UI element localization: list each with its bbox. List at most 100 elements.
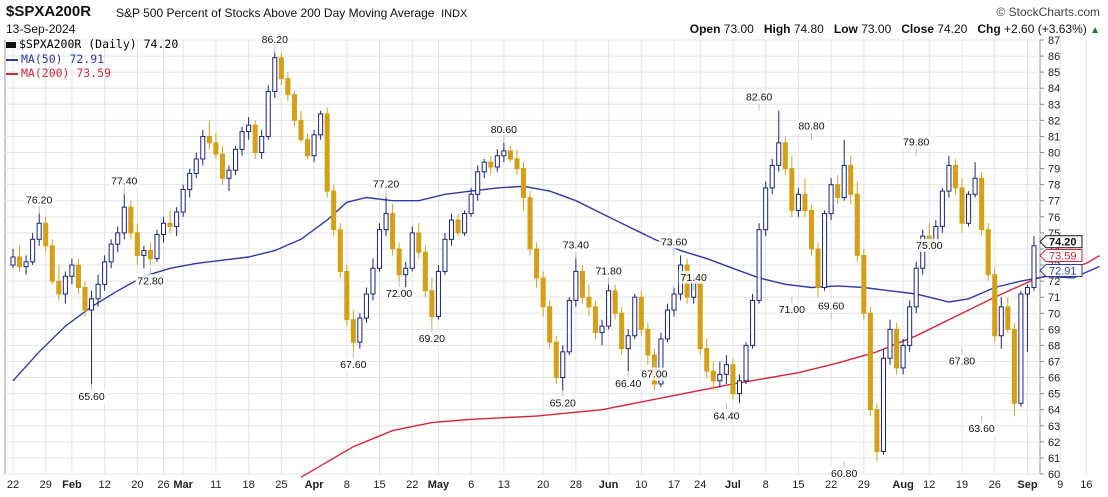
candle bbox=[802, 193, 808, 211]
y-tick-label: 72 bbox=[1048, 276, 1060, 288]
candle bbox=[507, 150, 513, 160]
candle bbox=[318, 113, 324, 136]
candle bbox=[579, 270, 585, 298]
candle bbox=[435, 270, 441, 317]
ma50-swatch bbox=[6, 58, 18, 61]
high-value: 74.80 bbox=[793, 22, 824, 36]
candle bbox=[259, 135, 265, 154]
candle bbox=[246, 124, 252, 133]
legend-price-text: $SPXA200R (Daily) 74.20 bbox=[19, 37, 179, 51]
annotation-label: 69.20 bbox=[419, 333, 445, 345]
annotation-group: 77.20 bbox=[371, 177, 402, 198]
candle bbox=[180, 188, 186, 213]
candle bbox=[553, 341, 559, 379]
annotation-label: 67.00 bbox=[641, 368, 667, 380]
candle bbox=[658, 338, 664, 385]
x-tick-label: 6 bbox=[468, 479, 474, 491]
x-tick-label: 9 bbox=[1057, 479, 1063, 491]
candle bbox=[946, 164, 952, 192]
annotation-label: 73.40 bbox=[563, 240, 589, 252]
candle bbox=[841, 164, 847, 199]
candle bbox=[448, 219, 455, 240]
candle bbox=[867, 312, 873, 411]
x-tick-label: 26 bbox=[989, 479, 1001, 491]
y-tick-label: 82 bbox=[1048, 115, 1060, 127]
symbol-title: $SPXA200R bbox=[6, 3, 92, 20]
candle bbox=[403, 267, 409, 276]
annotation-group: 72.80 bbox=[135, 268, 166, 288]
last-value-label: 73.59 bbox=[1049, 251, 1077, 263]
candle bbox=[494, 155, 500, 168]
close-label: Close bbox=[901, 22, 934, 36]
y-tick-label: 64 bbox=[1048, 405, 1060, 417]
annotation-label: 66.40 bbox=[615, 378, 641, 390]
x-tick-label: 12 bbox=[923, 479, 935, 491]
candle bbox=[979, 177, 985, 231]
y-tick-label: 87 bbox=[1048, 35, 1060, 47]
annotation-bg bbox=[639, 367, 670, 381]
candle bbox=[134, 232, 140, 256]
annotation-group: 77.40 bbox=[109, 174, 140, 195]
candle bbox=[540, 277, 546, 308]
x-tick-label: Sep bbox=[1017, 479, 1037, 491]
y-tick-label: 61 bbox=[1048, 453, 1060, 465]
y-tick-label: 66 bbox=[1048, 373, 1060, 385]
candle bbox=[43, 222, 49, 247]
candle bbox=[1031, 245, 1037, 289]
candle bbox=[82, 287, 88, 311]
x-tick-label: 22 bbox=[406, 479, 418, 491]
annotation-label: 80.60 bbox=[491, 124, 517, 136]
candle bbox=[632, 296, 638, 337]
chart-date: 13-Sep-2024 bbox=[6, 22, 76, 36]
candle bbox=[429, 290, 435, 317]
candle bbox=[161, 222, 167, 235]
annotation-group: 63.60 bbox=[966, 416, 997, 436]
annotation-label: 86.20 bbox=[262, 34, 288, 46]
legend-ma200-text: MA(200) 73.59 bbox=[21, 66, 112, 80]
y-tick-label: 60 bbox=[1048, 469, 1060, 481]
x-tick-label: 15 bbox=[792, 479, 804, 491]
y-tick-label: 63 bbox=[1048, 421, 1060, 433]
annotation-group: 73.40 bbox=[560, 238, 591, 259]
candle bbox=[789, 168, 795, 211]
annotation-label: 76.20 bbox=[26, 195, 52, 207]
x-tick-label: 10 bbox=[635, 479, 647, 491]
candle bbox=[769, 164, 775, 189]
annotation-group: 71.40 bbox=[678, 270, 709, 291]
annotation-bg bbox=[613, 377, 644, 391]
candle bbox=[730, 364, 736, 395]
annotation-label: 77.40 bbox=[111, 175, 137, 187]
y-tick-label: 65 bbox=[1048, 389, 1060, 401]
candle bbox=[894, 328, 900, 369]
candle bbox=[880, 357, 886, 452]
candle bbox=[566, 299, 572, 353]
low-value: 73.00 bbox=[861, 22, 892, 36]
annotation-bg bbox=[744, 90, 775, 104]
x-tick-label: 11 bbox=[210, 479, 221, 491]
candle bbox=[75, 264, 81, 289]
candle bbox=[337, 229, 343, 272]
candle bbox=[592, 306, 599, 334]
x-tick-label: 20 bbox=[537, 479, 549, 491]
candle bbox=[370, 267, 376, 295]
candle bbox=[219, 153, 225, 179]
candle bbox=[717, 373, 723, 382]
candle bbox=[998, 306, 1004, 337]
x-tick-label: 20 bbox=[131, 479, 143, 491]
x-tick-label: 24 bbox=[694, 479, 706, 491]
candle bbox=[468, 193, 474, 215]
candle bbox=[534, 248, 540, 279]
annotation-label: 71.80 bbox=[595, 265, 621, 277]
y-tick-label: 86 bbox=[1048, 51, 1060, 63]
candle bbox=[442, 238, 448, 272]
candle bbox=[645, 328, 651, 356]
exchange-label: INDX bbox=[441, 8, 468, 20]
candle bbox=[560, 351, 566, 379]
y-tick-label: 80 bbox=[1048, 148, 1060, 160]
annotation-bg bbox=[259, 32, 290, 46]
annotation-bg bbox=[966, 422, 997, 436]
candle bbox=[959, 187, 965, 224]
candle bbox=[174, 211, 180, 227]
candle bbox=[36, 222, 42, 240]
